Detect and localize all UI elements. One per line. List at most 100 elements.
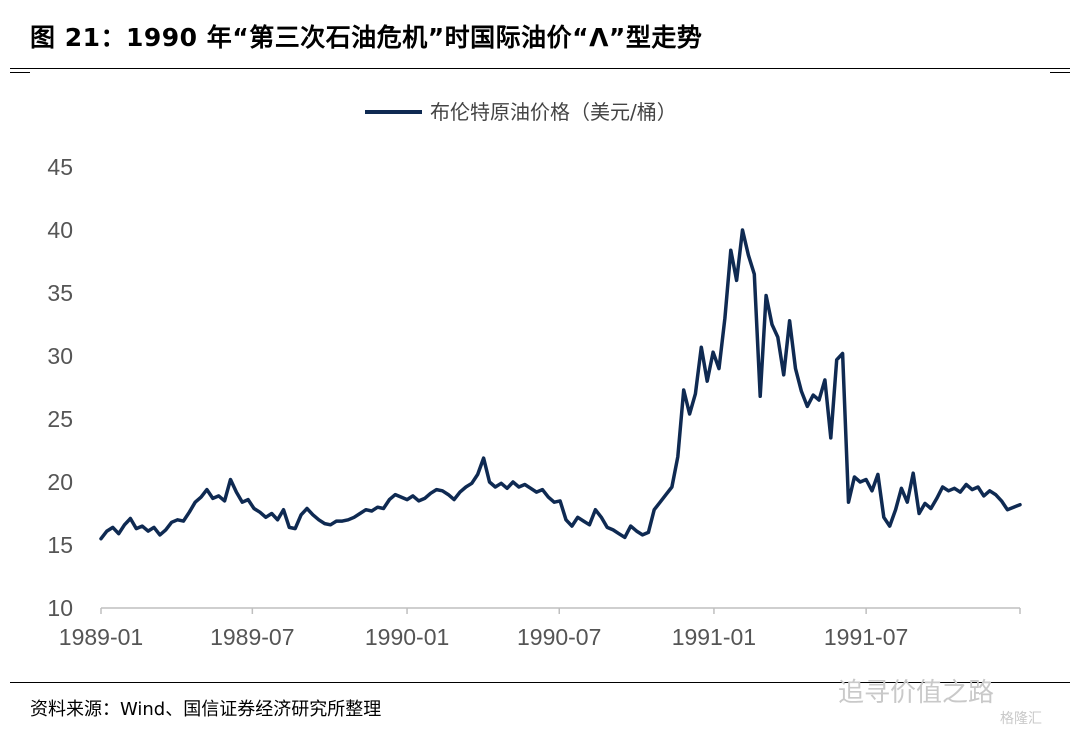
data-point [300, 514, 302, 516]
y-tick-label: 10 [47, 595, 73, 621]
data-point [894, 508, 897, 511]
data-point [688, 413, 691, 415]
data-point [576, 516, 579, 519]
data-point [465, 486, 467, 488]
source-note: 资料来源：Wind、国信证券经济研究所整理 [30, 699, 382, 720]
data-point [529, 487, 532, 490]
data-point [818, 399, 820, 401]
data-point [947, 490, 950, 492]
data-point [259, 511, 261, 513]
data-point [971, 488, 973, 491]
data-point [706, 380, 708, 383]
data-point [217, 495, 220, 497]
x-tick-label: 1991-07 [824, 624, 908, 650]
data-point [247, 498, 249, 501]
data-point [306, 507, 308, 510]
data-point [376, 506, 379, 509]
data-point [471, 482, 473, 485]
data-point [270, 512, 273, 515]
data-point [141, 525, 143, 527]
data-point [1006, 508, 1009, 511]
data-point [629, 525, 632, 527]
data-point [123, 524, 126, 526]
data-point [212, 497, 214, 500]
plot-area [99, 228, 1022, 541]
data-point [900, 487, 903, 490]
x-tick-label: 1989-01 [59, 624, 143, 650]
data-point [341, 520, 344, 522]
data-point [888, 525, 891, 527]
data-point [912, 472, 914, 475]
legend: 布伦特原油价格（美元/桶） [365, 100, 677, 124]
data-point [647, 531, 650, 534]
data-point [871, 490, 873, 492]
data-point [712, 351, 714, 354]
data-point [282, 508, 285, 511]
data-point [229, 478, 232, 481]
data-point [753, 273, 756, 275]
data-point [241, 501, 244, 504]
data-point [170, 521, 173, 524]
top-rule [10, 68, 1070, 69]
data-point [635, 530, 638, 532]
data-point [565, 519, 567, 521]
y-tick-label: 25 [47, 406, 73, 432]
data-point [441, 490, 444, 492]
data-point [994, 493, 997, 496]
y-tick-label: 45 [47, 154, 73, 180]
data-point [612, 529, 614, 531]
data-point [553, 501, 555, 504]
data-point [841, 352, 844, 355]
data-point [883, 516, 885, 519]
data-point [400, 496, 403, 498]
data-point [677, 456, 679, 458]
data-point [847, 501, 850, 504]
data-point [924, 502, 926, 505]
data-point [153, 526, 155, 529]
data-point [188, 511, 191, 513]
data-point [447, 493, 450, 496]
data-point [106, 530, 108, 532]
data-point [959, 491, 962, 493]
x-tick-label: 1989-07 [210, 624, 294, 650]
data-point [382, 507, 385, 510]
x-axis: 1989-01 1989-07 1990-01 1990-07 1991-01 1991-… [59, 607, 1021, 650]
data-point [682, 389, 685, 391]
data-point [859, 481, 861, 483]
data-point [494, 486, 497, 488]
x-tick-label: 1990-01 [365, 624, 449, 650]
data-point [200, 496, 202, 498]
data-point [618, 532, 620, 535]
data-point [406, 498, 408, 501]
data-point [394, 493, 397, 496]
data-point [388, 498, 391, 501]
data-point [429, 492, 432, 495]
data-point [329, 524, 332, 526]
y-tick-label: 35 [47, 280, 73, 306]
data-point [865, 478, 867, 481]
data-point [741, 229, 744, 231]
data-point [353, 516, 355, 519]
data-point [488, 481, 491, 483]
data-point [1000, 500, 1003, 502]
data-point [624, 536, 626, 539]
watermark-sub: 格隆汇 [1000, 711, 1042, 727]
data-point [182, 520, 185, 522]
series-line-brent [99, 228, 1022, 541]
data-point [294, 527, 297, 530]
data-point [930, 507, 932, 510]
data-point [159, 534, 161, 536]
data-point [253, 507, 255, 510]
data-point [547, 496, 550, 498]
data-point [571, 525, 573, 527]
data-point [800, 390, 803, 393]
x-tick-label: 1991-01 [672, 624, 756, 650]
data-point [559, 500, 561, 502]
data-point [641, 534, 644, 536]
data-point [606, 526, 608, 529]
data-point [117, 532, 120, 535]
data-point [500, 482, 503, 485]
data-point [506, 487, 508, 490]
data-point [459, 491, 461, 493]
data-point [936, 497, 938, 500]
